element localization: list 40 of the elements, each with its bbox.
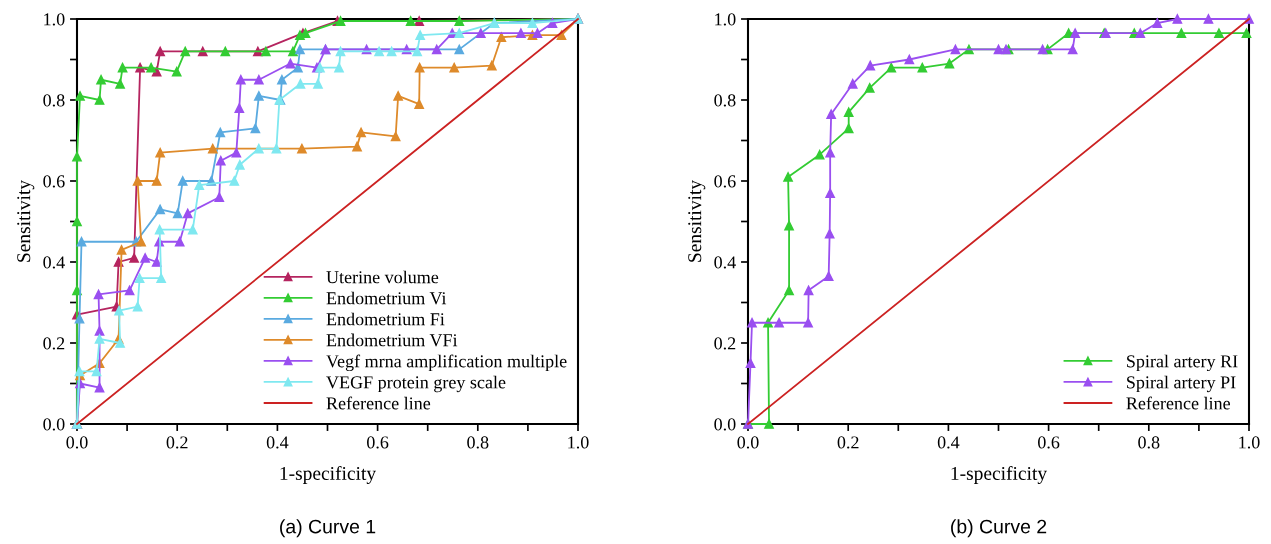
legend-label: Endometrium Vi	[326, 291, 447, 305]
x-axis-title: 1-specificity	[280, 466, 377, 484]
y-tick-label: 0.4	[714, 256, 736, 269]
y-axis-title: Sensitivity	[688, 179, 706, 262]
legend-label: Uterine volume	[326, 270, 439, 284]
x-tick-label: 0.6	[367, 436, 389, 449]
y-axis-title: Sensitivity	[17, 179, 35, 262]
legend-label: Reference line	[1126, 396, 1230, 410]
x-tick-label: 0.0	[737, 436, 759, 449]
x-tick-label: 1.0	[568, 436, 589, 449]
x-tick-label: 0.8	[467, 436, 489, 449]
y-tick-label: 0.2	[43, 337, 65, 350]
y-tick-label: 0.0	[714, 418, 736, 431]
legend-label: VEGF protein grey scale	[326, 375, 506, 393]
x-tick-label: 0.4	[937, 436, 960, 449]
x-tick-label: 0.6	[1038, 436, 1060, 449]
x-tick-label: 0.2	[166, 436, 188, 449]
y-tick-label: 0.0	[43, 418, 65, 431]
x-tick-label: 0.4	[266, 436, 289, 449]
y-tick-label: 0.2	[714, 337, 736, 350]
legend-label: Reference line	[326, 396, 431, 410]
x-tick-label: 0.2	[837, 436, 859, 449]
y-tick-label: 0.6	[714, 175, 736, 188]
y-tick-label: 1.0	[715, 13, 736, 26]
legend-label: Spiral artery RI	[1127, 354, 1238, 372]
text: (a) Curve 1	[280, 519, 376, 538]
x-axis-title: 1-specificity	[951, 466, 1048, 484]
y-tick-label: 0.4	[43, 256, 65, 269]
y-tick-label: 0.6	[43, 175, 65, 188]
legend-label: Endometrium VFi	[326, 333, 458, 347]
y-tick-label: 0.8	[43, 94, 65, 107]
y-tick-label: 0.8	[714, 94, 736, 107]
legend-label: Spiral artery PI	[1127, 375, 1236, 393]
legend-label: Endometrium Fi	[326, 312, 445, 326]
text: (b) Curve 2	[951, 519, 1047, 538]
x-tick-label: 1.0	[1239, 436, 1260, 449]
x-tick-label: 0.8	[1138, 436, 1160, 449]
x-tick-label: 0.0	[66, 436, 88, 449]
legend-label: Vegf mrna amplification multiple	[326, 354, 567, 372]
y-tick-label: 1.0	[44, 13, 65, 26]
